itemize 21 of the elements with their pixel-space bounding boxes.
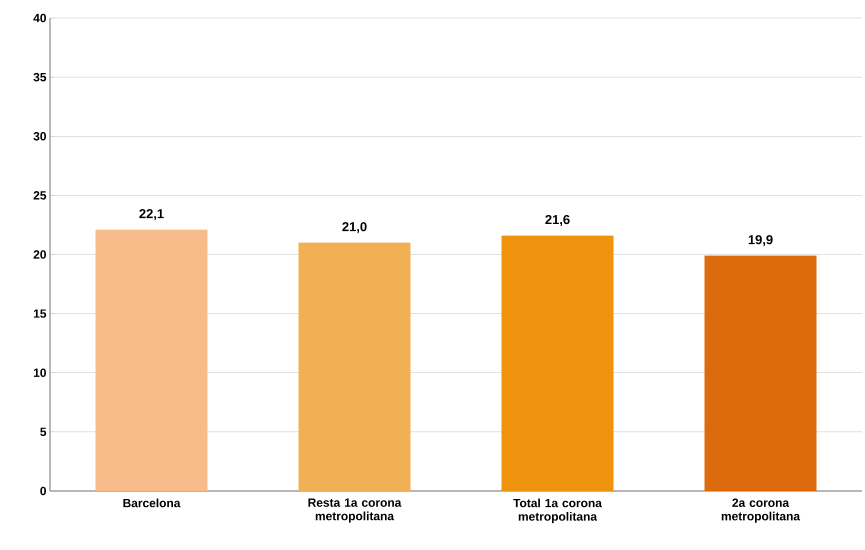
x-tick-label: Barcelona [123, 498, 180, 508]
y-tick-label: 35 [33, 72, 46, 82]
y-tick-label: 5 [40, 428, 46, 436]
y-tick-label: 30 [33, 132, 46, 140]
bar [298, 242, 411, 491]
bar [502, 236, 614, 491]
y-tick-label: 15 [34, 309, 46, 318]
y-tick-label: 40 [33, 14, 46, 22]
y-tick-label: 20 [34, 250, 46, 259]
x-tick-label: Resta 1a corona metropolitana [308, 498, 402, 523]
x-tick-label: 2a corona metropolitana [722, 498, 800, 523]
data-label: 21,6 [545, 215, 570, 226]
y-tick-label: 10 [34, 368, 46, 377]
y-tick-label: 0 [40, 486, 46, 496]
bar [96, 230, 208, 491]
bar [704, 256, 817, 491]
data-label: 21,0 [342, 222, 367, 234]
data-label: 19,9 [748, 235, 773, 246]
data-label: 22,1 [139, 209, 164, 220]
x-tick-label: Total 1a corona metropolitana [513, 498, 602, 524]
y-tick-label: 25 [34, 191, 46, 200]
